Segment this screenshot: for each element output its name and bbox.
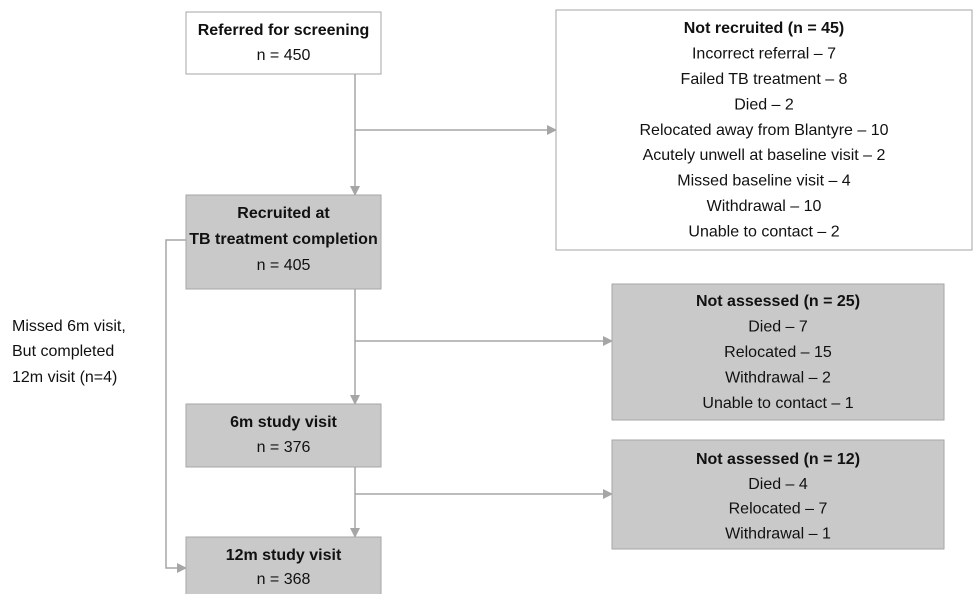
node-heading: Referred for screening bbox=[198, 22, 370, 39]
node-heading: Not assessed (n = 25) bbox=[696, 293, 860, 310]
node-item: Missed baseline visit – 4 bbox=[677, 173, 851, 190]
node-item: Withdrawal – 1 bbox=[725, 525, 831, 542]
node-heading: TB treatment completion bbox=[189, 231, 377, 248]
node-item: n = 376 bbox=[257, 439, 311, 456]
node-item: Withdrawal – 10 bbox=[707, 198, 822, 215]
node-item: Relocated away from Blantyre – 10 bbox=[639, 122, 888, 139]
node-item: Died – 7 bbox=[748, 319, 808, 336]
connectors bbox=[165, 74, 613, 573]
node-heading: 12m study visit bbox=[226, 547, 342, 564]
node: Recruited at TB treatment completion n = 4… bbox=[185, 194, 382, 290]
node-box bbox=[185, 536, 382, 594]
node-item: Died – 2 bbox=[734, 96, 794, 113]
node-item: n = 450 bbox=[257, 47, 311, 64]
node-box bbox=[185, 11, 382, 75]
node: Not recruited (n = 45) Incorrect referral… bbox=[555, 9, 973, 251]
node-box bbox=[185, 403, 382, 468]
node-item: Incorrect referral – 7 bbox=[692, 46, 836, 63]
node-heading: Not recruited (n = 45) bbox=[684, 20, 844, 37]
node-item: n = 405 bbox=[257, 257, 311, 274]
node-item: Relocated – 7 bbox=[729, 501, 828, 518]
note-line: Missed 6m visit, bbox=[12, 318, 126, 335]
node-box bbox=[611, 283, 945, 421]
node-item: Acutely unwell at baseline visit – 2 bbox=[643, 147, 886, 164]
node: Referred for screening n = 450 bbox=[185, 11, 382, 75]
note-line: But completed bbox=[12, 343, 114, 360]
node-item: Unable to contact – 1 bbox=[702, 395, 853, 412]
node-box bbox=[611, 439, 945, 550]
node-box bbox=[555, 9, 973, 251]
node-heading: 6m study visit bbox=[230, 414, 337, 431]
note-line: 12m visit (n=4) bbox=[12, 369, 117, 386]
node: 6m study visit n = 376 bbox=[185, 403, 382, 468]
node-item: Relocated – 15 bbox=[724, 344, 832, 361]
node: Not assessed (n = 25) Died – 7 Relocated –… bbox=[611, 283, 945, 421]
node-item: n = 368 bbox=[257, 571, 311, 588]
node-box bbox=[185, 194, 382, 290]
node-heading: Not assessed (n = 12) bbox=[696, 451, 860, 468]
node-item: Died – 4 bbox=[748, 476, 808, 493]
arrow bbox=[165, 239, 187, 573]
node-item: Unable to contact – 2 bbox=[688, 223, 839, 240]
node-heading: Recruited at bbox=[237, 205, 330, 222]
node: 12m study visit n = 368 bbox=[185, 536, 382, 594]
node-item: Failed TB treatment – 8 bbox=[681, 71, 848, 88]
node: Not assessed (n = 12) Died – 4 Relocated –… bbox=[611, 439, 945, 550]
side-note: Missed 6m visit, But completed 12m visit… bbox=[12, 318, 126, 386]
node-item: Withdrawal – 2 bbox=[725, 370, 831, 387]
